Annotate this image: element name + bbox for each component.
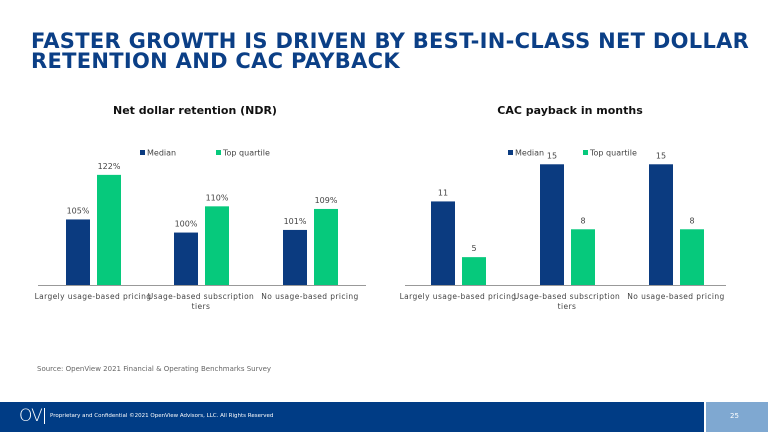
- openview-logo: OV: [19, 406, 43, 426]
- category-label: No usage-based pricing: [261, 292, 358, 301]
- legend-swatch-1: [583, 150, 588, 155]
- data-label: 109%: [315, 196, 338, 205]
- legend-label-1: Top quartile: [222, 149, 270, 158]
- bar: [314, 208, 338, 285]
- data-label: 15: [656, 151, 666, 160]
- footer-bar: [0, 402, 768, 432]
- data-label: 15: [547, 151, 557, 160]
- bar: [174, 232, 198, 285]
- category-label: Largely usage-based pricing: [400, 292, 517, 301]
- ndr-chart: Median 105% 100% 101% Top quartile 122% 110% 10…: [35, 149, 366, 311]
- bar: [649, 164, 673, 285]
- bar: [97, 174, 121, 285]
- cac-chart: Median 11 15 15 Top quartile 5 8 8 Largely usage…: [400, 149, 726, 311]
- footer-divider: [44, 408, 45, 424]
- legend-swatch-0: [140, 150, 145, 155]
- data-label: 122%: [98, 162, 121, 171]
- category-label: Largely usage-based pricing: [35, 292, 152, 301]
- bar: [431, 201, 455, 285]
- data-label: 5: [471, 244, 476, 253]
- page-number: 25: [730, 412, 739, 420]
- legend-label-1: Top quartile: [589, 149, 637, 158]
- legend-label-0: Median: [147, 149, 176, 158]
- bar: [462, 257, 486, 285]
- legend-swatch-0: [508, 150, 513, 155]
- data-label: 8: [689, 216, 694, 225]
- bar: [540, 164, 564, 285]
- data-label: 8: [580, 216, 585, 225]
- data-label: 100%: [175, 220, 198, 229]
- cac-chart-title: CAC payback in months: [497, 104, 643, 117]
- ndr-chart-title: Net dollar retention (NDR): [113, 104, 277, 117]
- bar: [66, 219, 90, 285]
- data-label: 105%: [67, 206, 90, 215]
- category-label: Usage-based subscription tiers: [148, 292, 254, 311]
- category-label: Usage-based subscription tiers: [514, 292, 620, 311]
- bar: [571, 229, 595, 285]
- page-number-box: [704, 402, 768, 432]
- category-label: No usage-based pricing: [627, 292, 724, 301]
- legend-label-0: Median: [515, 149, 544, 158]
- data-label: 101%: [284, 217, 307, 226]
- bar: [680, 229, 704, 285]
- bar: [205, 206, 229, 285]
- bar: [283, 229, 307, 285]
- legend-swatch-1: [216, 150, 221, 155]
- data-label: 110%: [206, 193, 229, 202]
- data-label: 11: [438, 188, 448, 197]
- page-title: FASTER GROWTH IS DRIVEN BY BEST-IN-CLASS…: [31, 29, 750, 73]
- footer-legal: Proprietary and Confidential ©2021 OpenV…: [50, 413, 274, 419]
- source-note: Source: OpenView 2021 Financial & Operat…: [37, 365, 272, 373]
